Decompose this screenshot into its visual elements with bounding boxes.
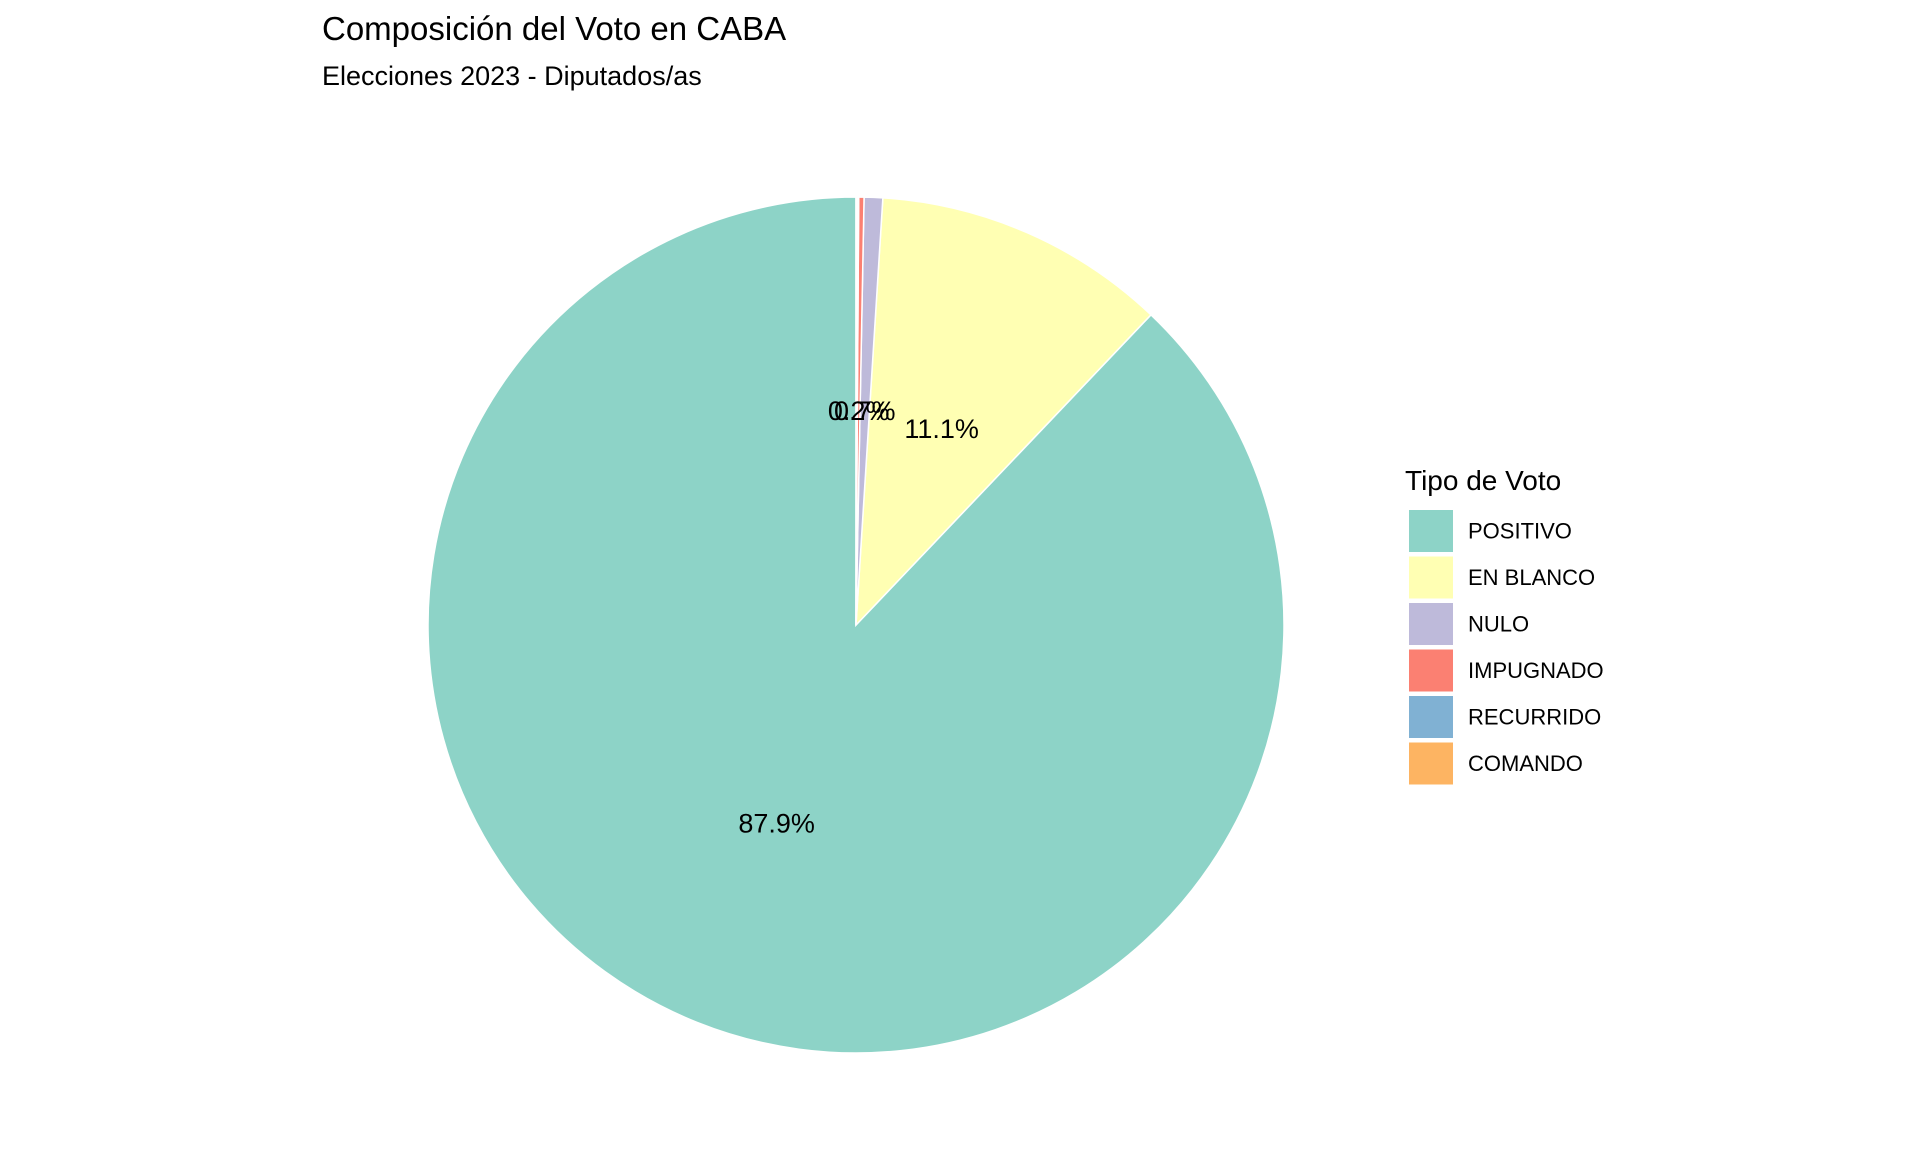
legend-item-comando: COMANDO [1409,742,1583,785]
legend-item-impugnado: IMPUGNADO [1409,649,1604,692]
legend-item-recurrido: RECURRIDO [1409,696,1601,738]
chart-title: Composición del Voto en CABA [322,10,786,47]
legend-swatch-en-blanco [1409,556,1453,599]
legend-label-impugnado: IMPUGNADO [1468,658,1604,683]
pie-label-nulo: 0.7% [834,396,896,426]
legend-swatch-positivo [1409,510,1453,552]
legend-title: Tipo de Voto [1405,465,1561,496]
pie-slice-en-blanco [855,197,1153,628]
pie-slices [427,196,1285,1054]
pie-slice-comando [855,196,859,626]
chart-subtitle: Elecciones 2023 - Diputados/as [322,61,702,91]
legend-swatch-nulo [1409,603,1453,645]
legend-item-nulo: NULO [1409,603,1529,645]
legend-items: POSITIVO EN BLANCO NULO IMPUGNADO RECURRIDO C… [1409,510,1604,785]
pie-slice-labels: 87.9% 11.1% 0.7%0.2% [738,396,979,839]
pie-label-positivo: 87.9% [738,809,815,839]
legend-label-nulo: NULO [1468,612,1529,637]
legend: Tipo de Voto POSITIVO EN BLANCO NULO IMPUGN… [1405,465,1604,785]
legend-swatch-impugnado [1409,649,1453,692]
legend-item-positivo: POSITIVO [1409,510,1572,552]
legend-swatch-recurrido [1409,696,1453,738]
legend-swatch-comando [1409,742,1453,785]
legend-label-positivo: POSITIVO [1468,519,1572,544]
legend-label-recurrido: RECURRIDO [1468,705,1601,730]
legend-label-en-blanco: EN BLANCO [1468,565,1595,590]
pie-label-impugnado: 0.2% [828,396,890,426]
legend-label-comando: COMANDO [1468,751,1583,776]
pie-label-en-blanco: 11.1% [904,414,979,444]
legend-item-en-blanco: EN BLANCO [1409,556,1595,599]
